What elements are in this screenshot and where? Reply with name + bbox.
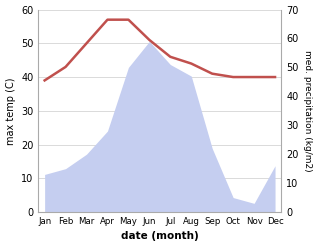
Y-axis label: med. precipitation (kg/m2): med. precipitation (kg/m2) — [303, 50, 313, 172]
Y-axis label: max temp (C): max temp (C) — [5, 77, 16, 144]
X-axis label: date (month): date (month) — [121, 231, 199, 242]
